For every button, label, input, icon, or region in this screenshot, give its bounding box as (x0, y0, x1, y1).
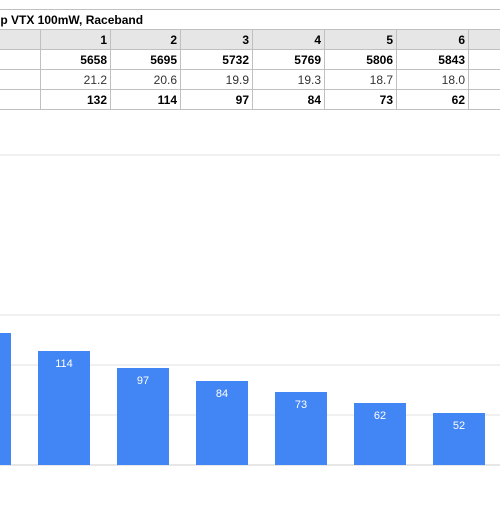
sheet-title[interactable]: op VTX 100mW, Raceband (0, 10, 500, 30)
frequency-cell[interactable] (469, 50, 500, 70)
percent-row: 21.2 20.6 19.9 19.3 18.7 18.0 (0, 70, 500, 90)
chart-svg: 114 97 84 73 62 52 (0, 130, 500, 500)
bars (0, 333, 485, 465)
frequency-cell[interactable]: 5658 (41, 50, 111, 70)
frequency-cell[interactable]: 5806 (325, 50, 397, 70)
percent-cell[interactable]: 18.7 (325, 70, 397, 90)
header-cell[interactable] (469, 30, 500, 50)
header-cell[interactable] (0, 30, 41, 50)
header-cell[interactable]: 3 (181, 30, 253, 50)
frequency-row: 5658 5695 5732 5769 5806 5843 (0, 50, 500, 70)
header-cell[interactable]: 4 (253, 30, 325, 50)
percent-cell[interactable]: 19.3 (253, 70, 325, 90)
header-cell[interactable]: 6 (397, 30, 469, 50)
bar[interactable] (0, 333, 11, 465)
percent-cell[interactable]: 18.0 (397, 70, 469, 90)
frequency-cell[interactable]: 5732 (181, 50, 253, 70)
bar-chart: 114 97 84 73 62 52 (0, 130, 500, 500)
distance-cell[interactable]: 132 (41, 90, 111, 110)
header-cell[interactable]: 5 (325, 30, 397, 50)
percent-cell[interactable]: 19.9 (181, 70, 253, 90)
bar-value-label: 114 (55, 358, 73, 370)
bar-value-label: 97 (137, 375, 149, 387)
spreadsheet: op VTX 100mW, Raceband 1 2 3 4 5 6 5658 … (0, 0, 500, 112)
frequency-cell[interactable]: 5843 (397, 50, 469, 70)
bar-value-label: 84 (216, 388, 228, 400)
distance-cell[interactable]: 97 (181, 90, 253, 110)
bar-value-label: 73 (295, 399, 307, 411)
distance-cell[interactable] (0, 90, 41, 110)
title-row: op VTX 100mW, Raceband (0, 10, 500, 30)
percent-cell[interactable] (469, 70, 500, 90)
data-table: op VTX 100mW, Raceband 1 2 3 4 5 6 5658 … (0, 9, 500, 110)
header-cell[interactable]: 2 (111, 30, 181, 50)
distance-cell[interactable]: 114 (111, 90, 181, 110)
percent-cell[interactable] (0, 70, 41, 90)
frequency-cell[interactable]: 5695 (111, 50, 181, 70)
distance-row: 132 114 97 84 73 62 (0, 90, 500, 110)
distance-cell[interactable]: 62 (397, 90, 469, 110)
frequency-cell[interactable]: 5769 (253, 50, 325, 70)
percent-cell[interactable]: 21.2 (41, 70, 111, 90)
bar-value-label: 62 (374, 410, 386, 422)
distance-cell[interactable] (469, 90, 500, 110)
bar-value-label: 52 (453, 420, 465, 432)
percent-cell[interactable]: 20.6 (111, 70, 181, 90)
header-row: 1 2 3 4 5 6 (0, 30, 500, 50)
distance-cell[interactable]: 84 (253, 90, 325, 110)
distance-cell[interactable]: 73 (325, 90, 397, 110)
header-cell[interactable]: 1 (41, 30, 111, 50)
frequency-cell[interactable] (0, 50, 41, 70)
